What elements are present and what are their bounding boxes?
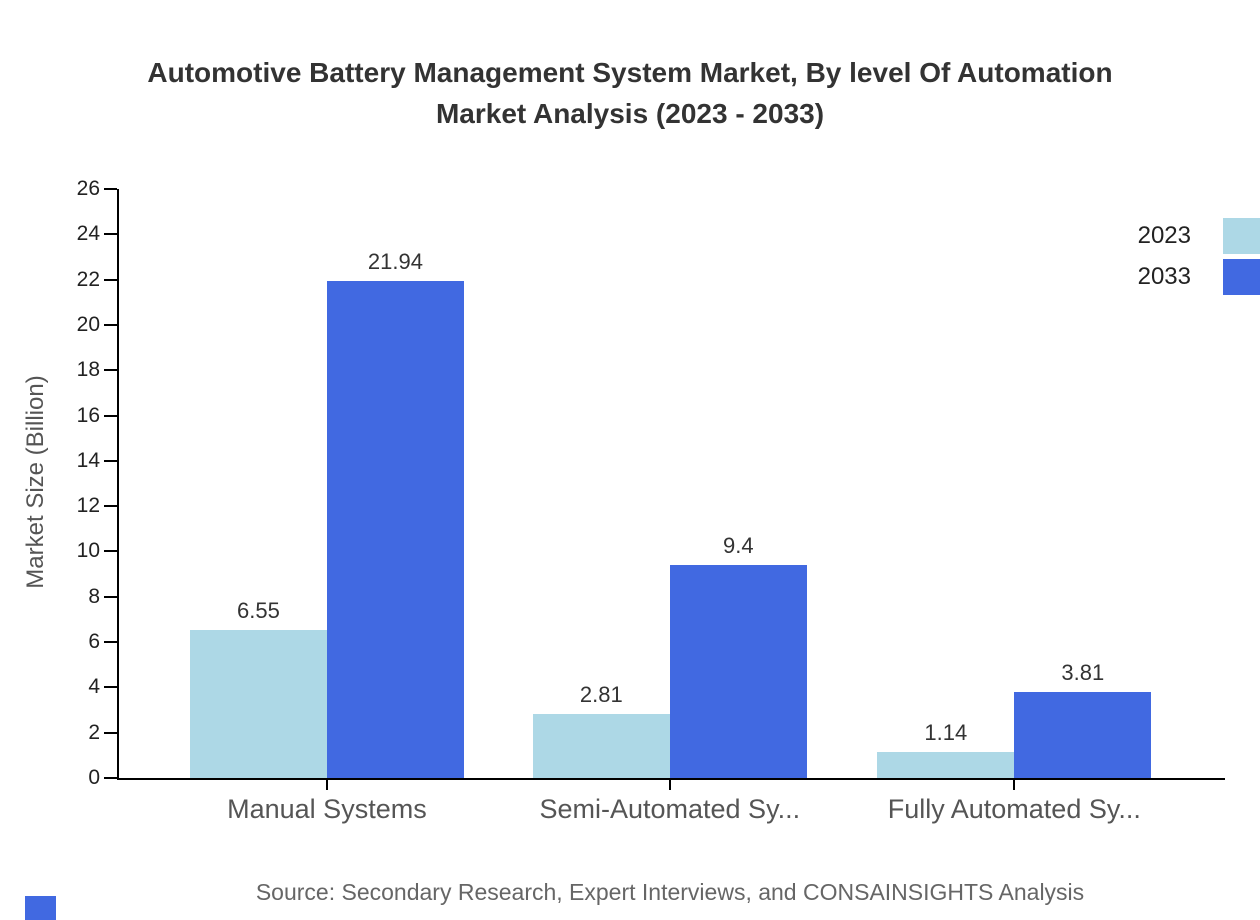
y-tick-mark [104, 233, 117, 236]
legend-swatch [1223, 218, 1260, 254]
chart-title-line2: Market Analysis (2023 - 2033) [435, 98, 825, 129]
bar-value-label: 6.55 [237, 597, 280, 623]
y-axis-title: Market Size (Billion) [22, 375, 49, 589]
y-tick-label: 4 [88, 675, 100, 699]
y-tick-label: 6 [88, 630, 100, 654]
y-tick-label: 8 [88, 584, 100, 608]
y-tick-label: 2 [88, 720, 100, 744]
legend-item-2033: 2033 [1138, 259, 1260, 295]
bar-value-label: 2.81 [579, 682, 623, 708]
bar-2023-1 [189, 629, 327, 778]
x-tick-mark [668, 778, 671, 790]
y-tick-label: 10 [76, 539, 100, 563]
bar-2023-2 [532, 714, 670, 778]
x-category-label: Fully Automated Sy... [887, 794, 1141, 824]
legend-label: 2023 [1137, 222, 1191, 249]
chart-title-line1: Automotive Battery Management System Mar… [147, 57, 1113, 88]
y-tick-mark [104, 414, 117, 417]
y-tick-mark [104, 595, 117, 598]
y-tick-mark [104, 686, 117, 689]
y-tick-label: 14 [76, 448, 100, 472]
bar-2033-3 [1014, 691, 1152, 778]
plot-area: 0 2 4 6 8 10 12 14 16 18 20 22 24 26 6.55 21.94 Manual S… [77, 177, 1225, 824]
bar-value-label: 21.94 [367, 248, 423, 274]
y-tick-label: 0 [88, 766, 100, 789]
legend-label: 2033 [1137, 263, 1191, 290]
x-tick-mark [325, 778, 328, 790]
y-tick-mark [104, 641, 117, 644]
bar-2033-2 [669, 565, 807, 778]
y-tick-label: 26 [76, 177, 100, 200]
y-tick-mark [104, 777, 117, 779]
y-tick-mark [104, 459, 117, 462]
legend-swatch [1223, 259, 1260, 295]
x-category-label: Semi-Automated Sy... [539, 794, 801, 824]
legend: 2023 2033 [1138, 218, 1260, 300]
y-tick-mark [104, 369, 117, 372]
bar-value-label: 9.4 [722, 533, 754, 559]
y-tick-mark [104, 505, 117, 508]
brand-mark [25, 896, 56, 920]
legend-item-2023: 2023 [1138, 218, 1260, 254]
y-tick-label: 20 [76, 312, 100, 336]
y-tick-label: 18 [76, 358, 100, 382]
chart-title: Automotive Battery Management System Mar… [0, 52, 1260, 134]
y-tick-mark [104, 323, 117, 326]
bar-value-label: 1.14 [924, 720, 968, 746]
bar-2033-1 [326, 280, 464, 778]
y-tick-label: 16 [76, 403, 100, 427]
bar-value-label: 3.81 [1061, 659, 1105, 685]
x-tick-mark [1013, 778, 1016, 790]
y-tick-label: 24 [76, 222, 100, 246]
y-tick-mark [104, 188, 117, 190]
y-tick-label: 22 [76, 267, 100, 291]
y-tick-label: 12 [76, 494, 100, 518]
x-category-label: Manual Systems [227, 794, 427, 824]
bar-2023-3 [877, 752, 1015, 778]
y-tick-mark [104, 731, 117, 734]
source-note: Source: Secondary Research, Expert Inter… [255, 879, 1085, 905]
y-tick-mark [104, 278, 117, 281]
y-tick-mark [104, 550, 117, 553]
